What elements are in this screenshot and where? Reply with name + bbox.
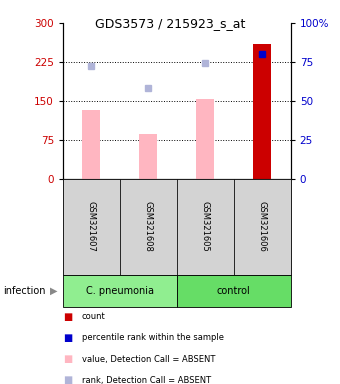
Text: percentile rank within the sample: percentile rank within the sample — [82, 333, 224, 343]
Text: GDS3573 / 215923_s_at: GDS3573 / 215923_s_at — [95, 17, 245, 30]
Text: GSM321608: GSM321608 — [144, 201, 153, 252]
Bar — [234, 179, 291, 275]
Text: rank, Detection Call = ABSENT: rank, Detection Call = ABSENT — [82, 376, 211, 384]
Bar — [139, 134, 157, 179]
Bar — [177, 275, 291, 307]
Text: ■: ■ — [63, 312, 72, 322]
Text: GSM321605: GSM321605 — [201, 201, 210, 252]
Bar — [63, 275, 177, 307]
Bar — [177, 179, 234, 275]
Text: C. pneumonia: C. pneumonia — [86, 286, 154, 296]
Bar — [82, 109, 101, 179]
Text: GSM321607: GSM321607 — [87, 201, 96, 252]
Text: ■: ■ — [63, 333, 72, 343]
Text: value, Detection Call = ABSENT: value, Detection Call = ABSENT — [82, 354, 215, 364]
Bar — [63, 179, 120, 275]
Bar — [196, 99, 215, 179]
Bar — [120, 179, 177, 275]
Text: control: control — [217, 286, 251, 296]
Text: count: count — [82, 312, 105, 321]
Text: ▶: ▶ — [50, 286, 57, 296]
Text: infection: infection — [3, 286, 46, 296]
Text: GSM321606: GSM321606 — [258, 201, 267, 252]
Text: ■: ■ — [63, 375, 72, 384]
Bar — [253, 44, 271, 179]
Text: ■: ■ — [63, 354, 72, 364]
